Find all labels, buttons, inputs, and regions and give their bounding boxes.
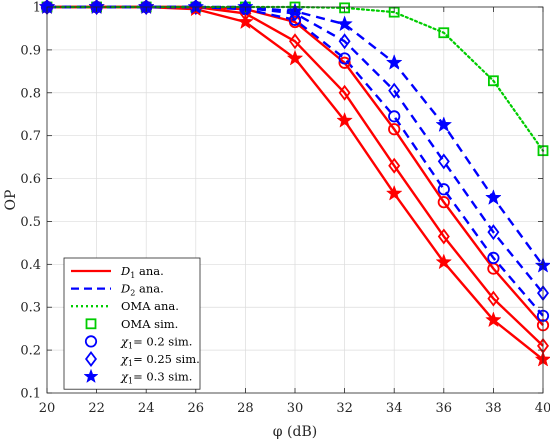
legend-label-rest: ana. — [135, 264, 163, 278]
x-tick-label: 26 — [188, 401, 205, 416]
marker-diamond — [338, 84, 351, 101]
legend-label: χ1= 0.25 sim. — [120, 352, 200, 368]
legend-entry: χ1= 0.25 sim. — [85, 351, 200, 368]
x-tick-label: 40 — [535, 401, 550, 416]
legend-entry: D1 ana. — [71, 264, 164, 280]
legend-label: OMA ana. — [121, 299, 179, 313]
x-tick-label: 36 — [436, 401, 453, 416]
y-tick-label: 0.1 — [20, 387, 41, 402]
marker-star — [237, 13, 254, 30]
marker-diamond — [289, 33, 301, 50]
marker-star — [336, 15, 353, 32]
legend-label-main: OMA sim. — [121, 317, 178, 331]
marker-circle — [388, 123, 401, 136]
y-tick-label: 1 — [33, 1, 41, 16]
x-tick-label: 28 — [237, 401, 254, 416]
marker-star — [385, 184, 403, 201]
y-tick-label: 0.8 — [20, 86, 41, 101]
legend-label: χ1= 0.3 sim. — [120, 370, 192, 386]
marker-circle — [487, 251, 500, 264]
legend-label-rest: ana. — [135, 282, 163, 296]
legend-label-main: χ — [120, 370, 129, 384]
marker-square — [487, 75, 499, 87]
marker-star — [485, 311, 502, 328]
legend-label-rest: = 0.2 sim. — [133, 334, 192, 348]
y-tick-label: 0.9 — [20, 43, 41, 58]
legend-label-subscript: 1 — [128, 359, 133, 368]
legend-label: D2 ana. — [120, 282, 164, 298]
legend-label: D1 ana. — [120, 264, 164, 280]
marker-star — [485, 189, 502, 205]
y-tick-label: 0.6 — [20, 172, 41, 187]
marker-diamond — [487, 224, 500, 241]
marker-circle — [388, 110, 401, 123]
legend-label-main: χ — [120, 352, 129, 366]
marker-diamond — [388, 157, 401, 174]
y-axis-label: OP — [3, 190, 19, 211]
marker-circle — [84, 335, 98, 348]
marker-circle — [437, 196, 450, 209]
marker-diamond — [487, 290, 500, 307]
marker-circle — [338, 52, 351, 65]
y-tick-label: 0.2 — [20, 344, 41, 359]
legend-label: χ1= 0.2 sim. — [120, 334, 192, 350]
marker-diamond — [437, 228, 450, 245]
marker-square — [85, 318, 97, 330]
x-axis-label: φ (dB) — [273, 424, 317, 440]
legend-label-subscript: 1 — [128, 341, 133, 350]
marker-circle — [338, 56, 351, 69]
y-tick-label: 0.5 — [20, 215, 41, 230]
legend-entry: OMA sim. — [85, 317, 178, 331]
x-tick-label: 32 — [336, 401, 353, 416]
marker-diamond — [338, 33, 351, 50]
marker-star — [385, 54, 403, 70]
legend-label: OMA sim. — [121, 317, 178, 331]
legend-label-main: D — [120, 282, 130, 296]
marker-star — [286, 49, 304, 66]
legend-label-rest: = 0.25 sim. — [133, 352, 200, 366]
x-tick-label: 22 — [88, 401, 105, 416]
x-tick-label: 24 — [138, 401, 155, 416]
legend-label-subscript: 1 — [130, 271, 135, 280]
marker-diamond — [388, 82, 401, 99]
legend-entry: χ1= 0.3 sim. — [83, 368, 192, 386]
legend-label-main: χ — [120, 334, 129, 348]
legend-label-rest: = 0.3 sim. — [133, 370, 192, 384]
legend-label-main: OMA ana. — [121, 299, 179, 313]
legend-label-main: D — [120, 264, 130, 278]
legend-entry: D2 ana. — [71, 282, 164, 298]
marker-star — [336, 111, 353, 128]
x-tick-label: 38 — [485, 401, 502, 416]
y-tick-label: 0.4 — [20, 258, 41, 273]
x-tick-label: 34 — [386, 401, 403, 416]
legend-entry: OMA ana. — [71, 299, 179, 313]
x-tick-label: 20 — [39, 401, 56, 416]
x-tick-label: 30 — [287, 401, 304, 416]
legend-label-subscript: 1 — [128, 377, 133, 386]
legend-label-subscript: 2 — [130, 289, 135, 298]
y-tick-label: 0.7 — [20, 129, 41, 144]
y-tick-label: 0.3 — [20, 301, 41, 316]
marker-circle — [437, 183, 450, 196]
marker-star — [435, 253, 453, 270]
legend: D1 ana.D2 ana.OMA ana.OMA sim.χ1= 0.2 si… — [63, 257, 201, 390]
marker-square — [438, 27, 450, 39]
marker-star — [435, 116, 453, 133]
marker-diamond — [437, 153, 450, 170]
marker-square — [339, 2, 351, 14]
marker-star — [83, 368, 99, 384]
marker-diamond — [85, 351, 97, 367]
axis-ticks: 20 22 24 26 28 30 32 34 36 38 40 0.1 0.2 0.3 0.4 0.5 0.6… — [20, 1, 550, 417]
legend-entry: χ1= 0.2 sim. — [84, 334, 192, 350]
